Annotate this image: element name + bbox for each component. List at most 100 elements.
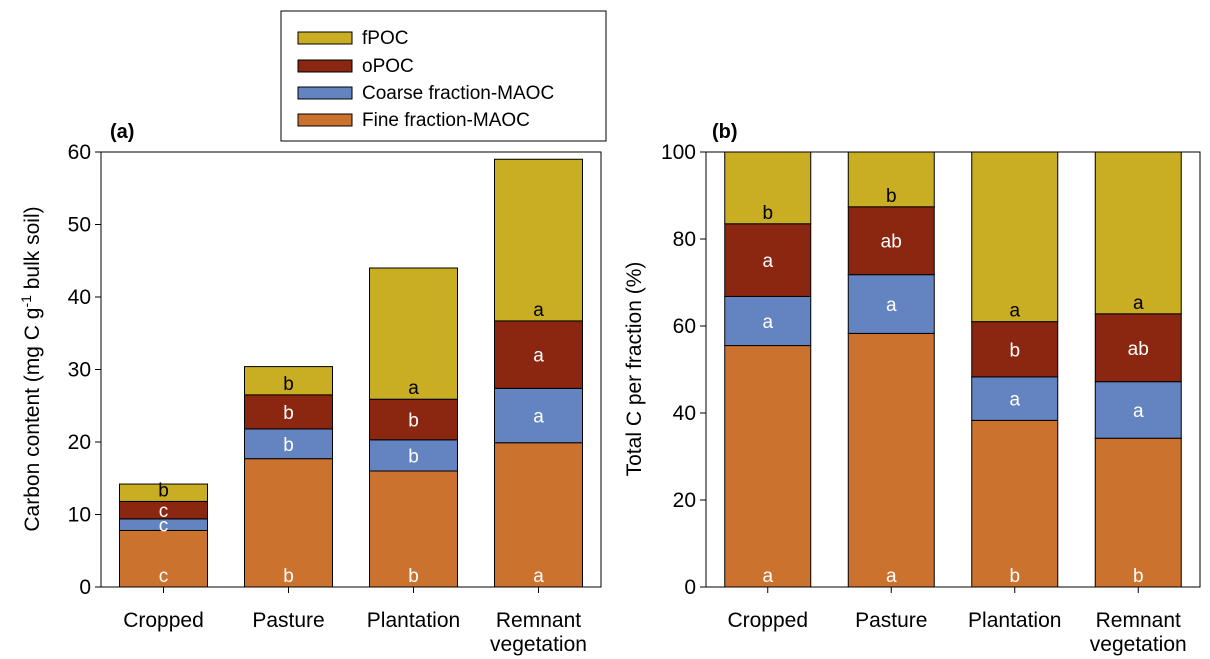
panel-b-y-tick-label: 100 xyxy=(661,141,696,164)
panel-a-segment-fpoc xyxy=(119,483,208,502)
panel-a-segment-fine-fraction-maoc xyxy=(369,470,458,588)
panel-a-y-tick-label: 40 xyxy=(68,286,91,309)
panel-a-y-axis-title-sup: -1 xyxy=(18,295,34,308)
panel-a-segment-fpoc xyxy=(244,366,333,396)
panel-b-x-tick-label: vegetation xyxy=(1090,633,1187,656)
panel-a-y-tick-label: 0 xyxy=(79,576,91,599)
legend: fPOC oPOC Coarse fraction-MAOC Fine frac… xyxy=(280,10,607,142)
panel-a-x-tick-label: Pasture xyxy=(252,609,324,632)
panel-a-significance-letter: b xyxy=(283,566,294,587)
panel-b-segment-opoc xyxy=(1094,313,1182,383)
panel-a-y-tick-label: 50 xyxy=(68,214,91,237)
panel-b-label: (b) xyxy=(712,121,738,143)
panel-a-significance-letter: b xyxy=(283,403,294,424)
legend-label-fpoc: fPOC xyxy=(362,28,408,49)
panel-b-significance-letter: a xyxy=(1009,390,1020,411)
panel-b-segment-fpoc xyxy=(971,151,1059,323)
panel-b-x-tick-label: Plantation xyxy=(968,609,1061,632)
panel-a-segment-coarse-fraction-maoc xyxy=(244,428,333,460)
panel-a-segment-coarse-fraction-maoc xyxy=(494,387,583,444)
panel-b-significance-letter: a xyxy=(1133,293,1144,314)
panel-b-segment-fpoc xyxy=(724,151,812,225)
panel-a-x-tick-label: Plantation xyxy=(367,609,460,632)
panel-a-y-tick-label: 20 xyxy=(68,431,91,454)
panel-b-segment-fine-fraction-maoc xyxy=(971,419,1059,588)
panel-a-bar-3: a a a a xyxy=(494,158,583,588)
panel-b-segment-fine-fraction-maoc xyxy=(1094,437,1182,588)
panel-b-plot: 020406080100aaabCroppedaaabbPasturebabaP… xyxy=(661,141,1201,656)
panel-a-segment-fpoc xyxy=(369,267,458,400)
panel-b-frame xyxy=(705,151,1201,588)
panel-b-significance-letter: a xyxy=(762,251,773,272)
panel-a-significance-letter: b xyxy=(408,566,419,587)
panel-b-y-tick-label: 0 xyxy=(684,576,696,599)
panel-b-bar-1: a a ab b xyxy=(847,151,935,588)
panel-a-segment-fine-fraction-maoc xyxy=(119,529,208,588)
legend-swatch-opoc xyxy=(297,59,353,73)
panel-b-significance-letter: a xyxy=(762,566,773,587)
panel-b-significance-letter: ab xyxy=(881,232,902,253)
panel-b-x-tick-label: Cropped xyxy=(727,609,808,632)
panel-a-segment-opoc xyxy=(244,394,333,430)
panel-a-significance-letter: c xyxy=(159,501,169,522)
panel-b-significance-letter: ab xyxy=(1128,339,1149,360)
panel-a-significance-letter: a xyxy=(533,407,544,428)
panel-b-segment-coarse-fraction-maoc xyxy=(1094,381,1182,439)
panel-b-significance-letter: a xyxy=(1133,401,1144,422)
panel-a-significance-letter: a xyxy=(533,566,544,587)
panel-a-x-tick-label: Cropped xyxy=(123,609,204,632)
panel-a-significance-letter: b xyxy=(408,411,419,432)
panel-b-segment-fine-fraction-maoc xyxy=(724,345,812,588)
panel-b-x-tick-label: Pasture xyxy=(855,609,927,632)
legend-swatch-coarse-maoc xyxy=(297,86,353,100)
panel-b-significance-letter: b xyxy=(886,186,897,207)
panel-b-y-axis-title-text: Total C per fraction (%) xyxy=(623,262,646,477)
legend-swatch-fpoc xyxy=(297,31,353,45)
panel-a-x-tick-label: vegetation xyxy=(490,633,587,656)
svg-text:Carbon content (mg C g-1 bulk: Carbon content (mg C g-1 bulk soil) xyxy=(18,206,44,531)
panel-a-segment-opoc xyxy=(494,320,583,389)
panel-a-label: (a) xyxy=(110,121,134,143)
panel-a-y-axis-title-main: Carbon content (mg C g xyxy=(21,308,44,532)
panel-a-segment-opoc xyxy=(369,398,458,441)
panel-b-significance-letter: b xyxy=(1133,566,1144,587)
panel-b-significance-letter: b xyxy=(762,203,773,224)
panel-a-significance-letter: c xyxy=(159,516,169,537)
panel-b-segment-opoc xyxy=(847,206,935,276)
panel-a-significance-letter: b xyxy=(283,374,294,395)
panel-a-significance-letter: a xyxy=(533,346,544,367)
panel-b-significance-letter: b xyxy=(1009,566,1020,587)
panel-b-y-tick-label: 80 xyxy=(673,228,696,251)
panel-b-segment-fine-fraction-maoc xyxy=(847,332,935,588)
legend-label-opoc: oPOC xyxy=(362,56,414,77)
panel-b-y-axis-title: Total C per fraction (%) xyxy=(623,262,646,477)
panel-a: (a) Carbon content (mg C g-1 bulk soil) … xyxy=(18,121,602,656)
legend-label-fine-maoc: Fine fraction-MAOC xyxy=(362,110,530,131)
panel-b-segment-coarse-fraction-maoc xyxy=(847,274,935,334)
panel-b-segment-fpoc xyxy=(847,151,935,208)
panel-a-x-tick-label: Remnant xyxy=(496,609,581,632)
panel-a-y-tick-label: 60 xyxy=(68,141,91,164)
legend-swatch-fine-maoc xyxy=(297,113,353,127)
panel-a-y-axis-title: Carbon content (mg C g-1 bulk soil) xyxy=(18,206,44,531)
panel-b-y-tick-label: 40 xyxy=(673,402,696,425)
panel-a-y-axis-title-suffix: bulk soil) xyxy=(21,206,44,295)
panel-a-significance-letter: b xyxy=(283,435,294,456)
panel-b-significance-letter: a xyxy=(1009,301,1020,322)
panel-b-significance-letter: a xyxy=(886,295,897,316)
panel-b-segment-opoc xyxy=(971,321,1059,378)
panel-b-y-tick-label: 20 xyxy=(673,489,696,512)
panel-b-y-tick-label: 60 xyxy=(673,315,696,338)
panel-b-significance-letter: a xyxy=(762,312,773,333)
panel-b-segment-opoc xyxy=(724,223,812,297)
panel-a-segment-coarse-fraction-maoc xyxy=(369,439,458,472)
panel-a-y-tick-label: 30 xyxy=(68,359,91,382)
panel-a-significance-letter: c xyxy=(159,566,169,587)
panel-b-significance-letter: a xyxy=(886,566,897,587)
panel-b-segment-fpoc xyxy=(1094,151,1182,315)
panel-a-significance-letter: a xyxy=(408,378,419,399)
